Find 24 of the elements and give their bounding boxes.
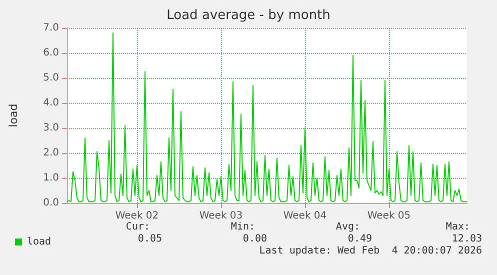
y-tick-label: 1.0 [43, 172, 59, 184]
y-tick-label: 3.0 [43, 122, 59, 134]
text: 0.49 [348, 234, 372, 244]
text: Max: [446, 222, 470, 232]
text: Last update: Wed Feb 4 20:00:07 2026 [259, 246, 482, 256]
y-tick-label: 6.0 [43, 48, 59, 58]
y-axis-title: load [7, 104, 20, 128]
y-tick-label: 4.0 [43, 98, 59, 108]
text: 0.05 [138, 234, 162, 244]
x-tick-label: Week 05 [367, 210, 411, 222]
x-tick-label: Week 03 [199, 210, 243, 222]
legend-label: load [27, 236, 52, 248]
y-tick-label: 0.0 [43, 198, 59, 208]
y-tick-label: 2.0 [43, 148, 59, 158]
text: 12.03 [452, 234, 482, 244]
y-tick-label: 7.0 [43, 22, 59, 34]
y-tick-label: 5.0 [43, 72, 59, 84]
text: 0.00 [242, 234, 268, 244]
text: Avg: [336, 222, 360, 232]
text: Min: [230, 222, 256, 232]
chart-title: Load average - by month [166, 8, 330, 23]
text: Cur: [126, 222, 150, 232]
x-tick-label: Week 04 [283, 210, 327, 222]
x-tick-label: Week 02 [115, 210, 159, 222]
